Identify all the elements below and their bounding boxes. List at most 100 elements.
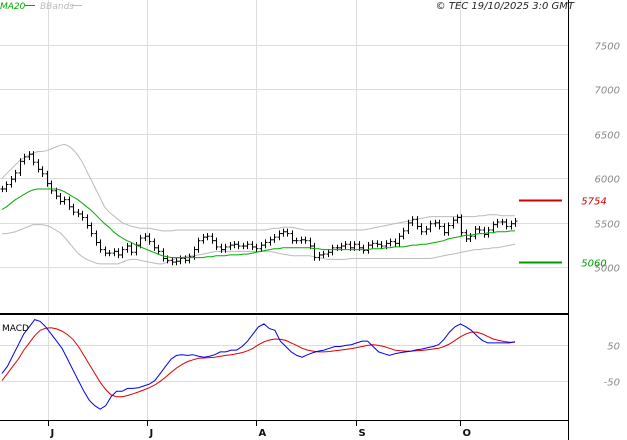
price-bar (375, 240, 380, 248)
price-bar (277, 230, 282, 241)
level-label: 5754 (581, 197, 606, 208)
price-bar (509, 220, 514, 230)
price-bar (477, 225, 482, 234)
price-bar (254, 243, 259, 252)
month-label: J (149, 428, 154, 439)
copyright-notice: © TEC 19/10/2025 3:0 GMT (436, 1, 575, 12)
price-bar (415, 216, 420, 230)
price-bar (308, 237, 313, 250)
month-label: A (259, 428, 267, 439)
price-bar (196, 237, 201, 253)
price-bar (62, 196, 67, 205)
price-bar (433, 219, 438, 227)
level-label: 5060 (581, 259, 606, 270)
price-bar (22, 153, 27, 165)
price-tick-label: 5500 (595, 220, 620, 231)
price-bar (259, 242, 264, 252)
bbands-upper-line (1, 143, 515, 232)
price-bar (134, 242, 139, 256)
macd-panel-label: MACD (2, 324, 29, 334)
price-bar (183, 255, 188, 264)
price-bars (0, 151, 518, 266)
price-bar (294, 237, 299, 244)
price-bar (98, 239, 103, 253)
macd-panel: 50 -50 MACD (0, 316, 620, 420)
price-bar (370, 240, 375, 249)
price-tick-label: 7500 (595, 42, 620, 53)
price-bar (58, 192, 63, 205)
price-bar (410, 216, 415, 226)
price-bar (107, 250, 112, 257)
price-bar (393, 238, 398, 247)
price-bar (446, 222, 451, 236)
price-bar (495, 218, 500, 228)
price-bar (500, 218, 505, 226)
price-bar (343, 241, 348, 250)
price-bar (13, 169, 18, 183)
price-bar (321, 250, 326, 259)
price-bar (397, 233, 402, 247)
price-bar (459, 214, 464, 236)
price-bar (428, 220, 433, 233)
price-tick-label: 6000 (595, 175, 620, 186)
legend: MA20 BBands (0, 2, 82, 12)
price-bar (228, 242, 233, 251)
macd-tick-label: -50 (604, 378, 620, 389)
price-bar (290, 230, 295, 244)
price-bar (401, 227, 406, 240)
price-bar (71, 203, 76, 216)
price-bar (152, 238, 157, 251)
price-bar (504, 218, 509, 230)
price-bar (245, 241, 250, 250)
price-bar (103, 246, 108, 257)
price-bar (125, 242, 130, 253)
price-bar (187, 253, 192, 264)
price-bar (0, 185, 5, 193)
price-bar (268, 236, 273, 246)
price-bar (31, 151, 36, 166)
price-bar (388, 238, 393, 247)
price-bar (112, 248, 117, 257)
price-bar (366, 242, 371, 254)
macd-gridlines (0, 316, 568, 420)
price-bar (178, 255, 183, 265)
price-bar (210, 233, 215, 244)
price-bar (468, 233, 473, 243)
price-bar (223, 243, 228, 253)
month-label: J (50, 428, 55, 439)
main-gridlines (0, 0, 568, 312)
main-panel: 7500 7000 6500 6000 5500 5000 5754 5060 (0, 0, 620, 312)
price-bar (4, 181, 9, 193)
price-bar (80, 210, 85, 221)
price-levels: 5754 5060 (519, 197, 607, 270)
price-bar (156, 244, 161, 255)
price-bar (379, 241, 384, 250)
price-bar (299, 236, 304, 244)
price-bar (236, 241, 241, 250)
price-bar (473, 225, 478, 240)
price-tick-label: 5000 (595, 264, 620, 275)
macd-line (1, 319, 516, 410)
price-bar (419, 223, 424, 235)
month-label: S (359, 428, 366, 439)
price-bar (219, 243, 224, 253)
price-bar (27, 151, 32, 161)
price-bar (89, 222, 94, 237)
price-bar (442, 223, 447, 236)
price-bar (40, 166, 45, 177)
price-bar (161, 248, 166, 262)
price-bar (263, 239, 268, 249)
price-bar (285, 228, 290, 237)
price-bar (116, 248, 121, 259)
price-bar (232, 241, 237, 249)
price-bar (455, 214, 460, 224)
price-bar (45, 170, 50, 187)
price-bar (406, 219, 411, 234)
ma20-line (1, 188, 515, 259)
price-axis-labels: 7500 7000 6500 6000 5500 5000 (595, 42, 620, 275)
price-bar (174, 258, 179, 266)
price-bar (513, 217, 518, 227)
price-bar (317, 251, 322, 261)
